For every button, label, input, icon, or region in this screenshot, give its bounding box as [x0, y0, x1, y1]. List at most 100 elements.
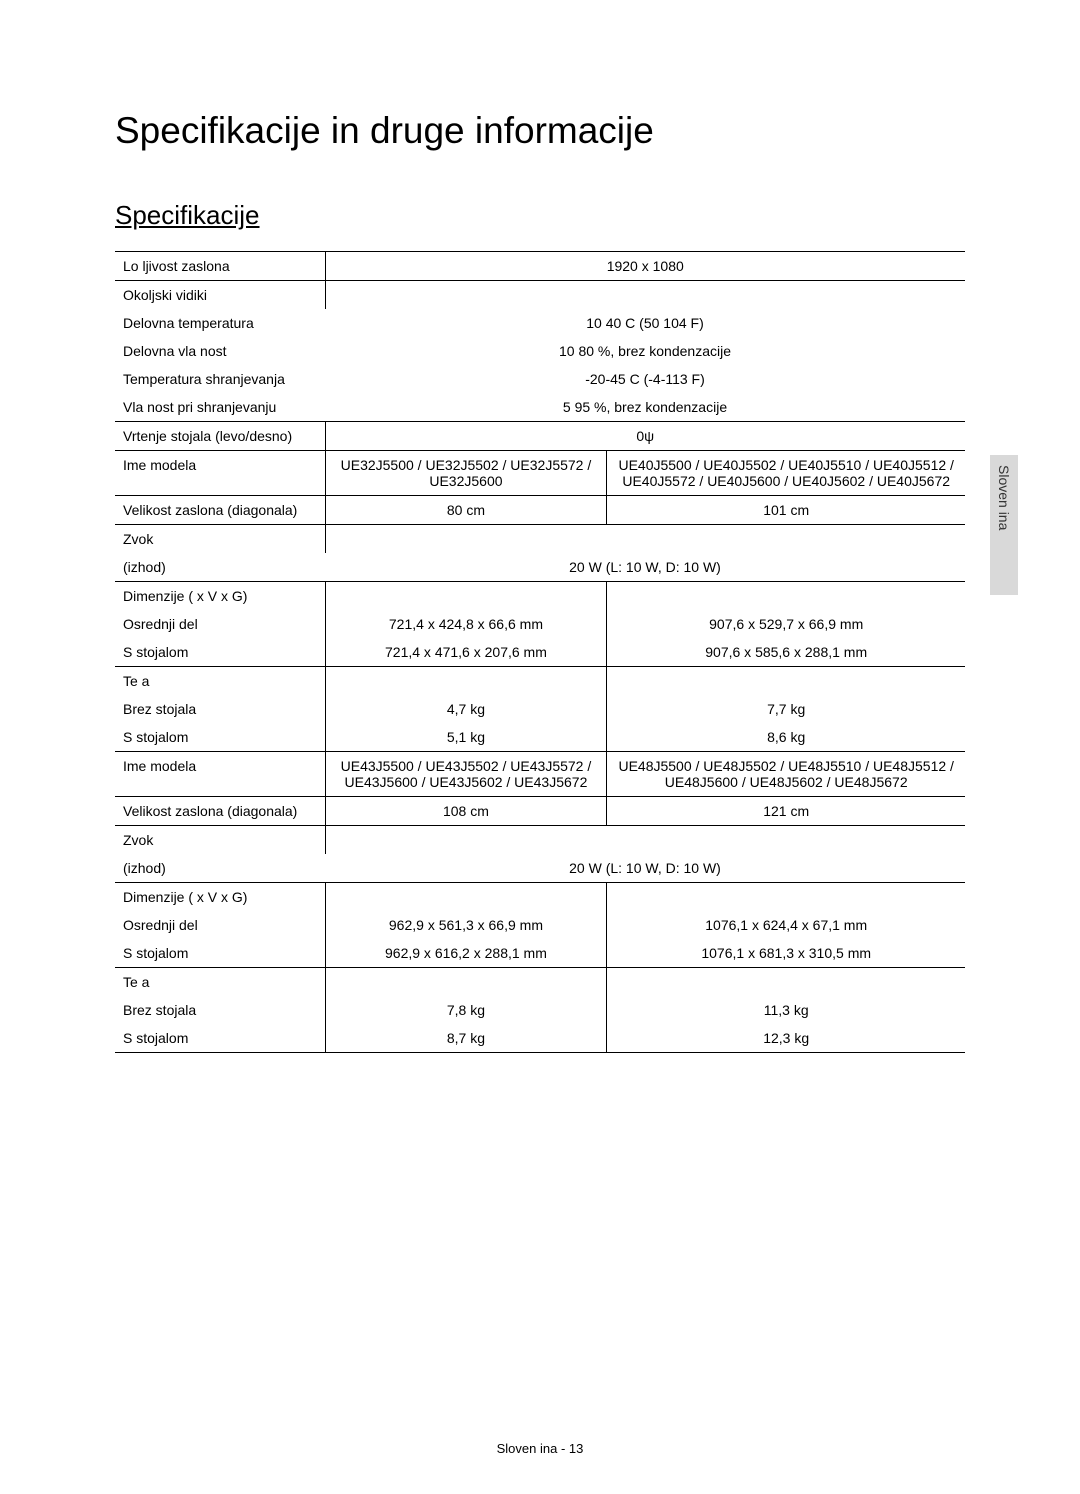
spec-value	[607, 667, 965, 696]
table-row: Ime modela UE32J5500 / UE32J5502 / UE32J…	[115, 451, 965, 496]
table-row: Delovna vla nost 10 80 %, brez kondenzac…	[115, 337, 965, 365]
table-row: S stojalom 721,4 x 471,6 x 207,6 mm 907,…	[115, 638, 965, 667]
spec-value	[325, 883, 607, 912]
spec-value: 907,6 x 585,6 x 288,1 mm	[607, 638, 965, 667]
table-row: Okoljski vidiki	[115, 281, 965, 310]
spec-value: UE32J5500 / UE32J5502 / UE32J5572 / UE32…	[325, 451, 607, 496]
spec-label: Osrednji del	[115, 610, 325, 638]
table-row: Osrednji del 721,4 x 424,8 x 66,6 mm 907…	[115, 610, 965, 638]
table-row: Velikost zaslona (diagonala) 80 cm 101 c…	[115, 496, 965, 525]
table-row: (izhod) 20 W (L: 10 W, D: 10 W)	[115, 854, 965, 883]
spec-value	[325, 582, 607, 611]
spec-value: 7,7 kg	[607, 695, 965, 723]
table-row: (izhod) 20 W (L: 10 W, D: 10 W)	[115, 553, 965, 582]
table-row: Delovna temperatura 10 40 C (50 104 F)	[115, 309, 965, 337]
spec-value: UE48J5500 / UE48J5502 / UE48J5510 / UE48…	[607, 752, 965, 797]
spec-value: 5,1 kg	[325, 723, 607, 752]
table-row: Lo ljivost zaslona 1920 x 1080	[115, 252, 965, 281]
spec-value: UE43J5500 / UE43J5502 / UE43J5572 / UE43…	[325, 752, 607, 797]
spec-label: Brez stojala	[115, 996, 325, 1024]
spec-value: 11,3 kg	[607, 996, 965, 1024]
spec-value: 1920 x 1080	[325, 252, 965, 281]
spec-label: (izhod)	[115, 553, 325, 582]
spec-value: UE40J5500 / UE40J5502 / UE40J5510 / UE40…	[607, 451, 965, 496]
spec-value: 12,3 kg	[607, 1024, 965, 1053]
spec-value: 8,7 kg	[325, 1024, 607, 1053]
section-title: Specifikacije	[115, 200, 260, 231]
spec-label: S stojalom	[115, 939, 325, 968]
spec-value: 5 95 %, brez kondenzacije	[325, 393, 965, 422]
spec-label: Dimenzije ( x V x G)	[115, 582, 325, 611]
table-row: Brez stojala 4,7 kg 7,7 kg	[115, 695, 965, 723]
table-row: Dimenzije ( x V x G)	[115, 883, 965, 912]
spec-label: Delovna vla nost	[115, 337, 325, 365]
spec-label: Ime modela	[115, 451, 325, 496]
spec-value	[607, 968, 965, 997]
table-row: Vla nost pri shranjevanju 5 95 %, brez k…	[115, 393, 965, 422]
table-row: Vrtenje stojala (levo/desno) 0ψ	[115, 422, 965, 451]
table-row: Ime modela UE43J5500 / UE43J5502 / UE43J…	[115, 752, 965, 797]
spec-value: 80 cm	[325, 496, 607, 525]
page-footer: Sloven ina - 13	[0, 1441, 1080, 1456]
spec-label: Velikost zaslona (diagonala)	[115, 797, 325, 826]
spec-label: Delovna temperatura	[115, 309, 325, 337]
spec-value: 907,6 x 529,7 x 66,9 mm	[607, 610, 965, 638]
spec-value	[607, 883, 965, 912]
table-row: Zvok	[115, 525, 965, 554]
table-row: S stojalom 5,1 kg 8,6 kg	[115, 723, 965, 752]
table-row: Brez stojala 7,8 kg 11,3 kg	[115, 996, 965, 1024]
table-row: S stojalom 8,7 kg 12,3 kg	[115, 1024, 965, 1053]
spec-label: S stojalom	[115, 723, 325, 752]
page-content: Specifikacije in druge informacije Speci…	[0, 0, 1080, 1053]
spec-value: 20 W (L: 10 W, D: 10 W)	[325, 553, 965, 582]
spec-label: Vrtenje stojala (levo/desno)	[115, 422, 325, 451]
page-title: Specifikacije in druge informacije	[115, 110, 965, 152]
spec-label: Te a	[115, 968, 325, 997]
spec-label: Osrednji del	[115, 911, 325, 939]
table-row: Zvok	[115, 826, 965, 855]
table-row: Velikost zaslona (diagonala) 108 cm 121 …	[115, 797, 965, 826]
spec-value: 121 cm	[607, 797, 965, 826]
table-row: S stojalom 962,9 x 616,2 x 288,1 mm 1076…	[115, 939, 965, 968]
spec-value: 10 80 %, brez kondenzacije	[325, 337, 965, 365]
spec-label: Vla nost pri shranjevanju	[115, 393, 325, 422]
table-row: Dimenzije ( x V x G)	[115, 582, 965, 611]
table-row: Te a	[115, 968, 965, 997]
spec-label: Lo ljivost zaslona	[115, 252, 325, 281]
spec-value: 101 cm	[607, 496, 965, 525]
spec-value: 108 cm	[325, 797, 607, 826]
spec-label: S stojalom	[115, 1024, 325, 1053]
spec-value: 1076,1 x 681,3 x 310,5 mm	[607, 939, 965, 968]
spec-value	[325, 667, 607, 696]
spec-label: Temperatura shranjevanja	[115, 365, 325, 393]
side-language-tab: Sloven ina	[990, 455, 1018, 595]
spec-value: 721,4 x 471,6 x 207,6 mm	[325, 638, 607, 667]
spec-label: Te a	[115, 667, 325, 696]
spec-value	[325, 826, 965, 855]
spec-value	[325, 968, 607, 997]
spec-value: 20 W (L: 10 W, D: 10 W)	[325, 854, 965, 883]
spec-label: Velikost zaslona (diagonala)	[115, 496, 325, 525]
spec-label: (izhod)	[115, 854, 325, 883]
spec-value: 962,9 x 616,2 x 288,1 mm	[325, 939, 607, 968]
spec-label: Dimenzije ( x V x G)	[115, 883, 325, 912]
spec-value	[325, 281, 965, 310]
spec-value: 10 40 C (50 104 F)	[325, 309, 965, 337]
spec-value: 7,8 kg	[325, 996, 607, 1024]
spec-value: 4,7 kg	[325, 695, 607, 723]
spec-label: Okoljski vidiki	[115, 281, 325, 310]
spec-value: -20-45 C (-4-113 F)	[325, 365, 965, 393]
spec-value: 721,4 x 424,8 x 66,6 mm	[325, 610, 607, 638]
table-row: Temperatura shranjevanja -20-45 C (-4-11…	[115, 365, 965, 393]
spec-value: 962,9 x 561,3 x 66,9 mm	[325, 911, 607, 939]
spec-value	[607, 582, 965, 611]
spec-value: 8,6 kg	[607, 723, 965, 752]
table-row: Te a	[115, 667, 965, 696]
spec-label: S stojalom	[115, 638, 325, 667]
spec-value: 1076,1 x 624,4 x 67,1 mm	[607, 911, 965, 939]
spec-label: Zvok	[115, 826, 325, 855]
specs-table: Lo ljivost zaslona 1920 x 1080 Okoljski …	[115, 251, 965, 1053]
spec-label: Zvok	[115, 525, 325, 554]
spec-label: Brez stojala	[115, 695, 325, 723]
spec-label: Ime modela	[115, 752, 325, 797]
